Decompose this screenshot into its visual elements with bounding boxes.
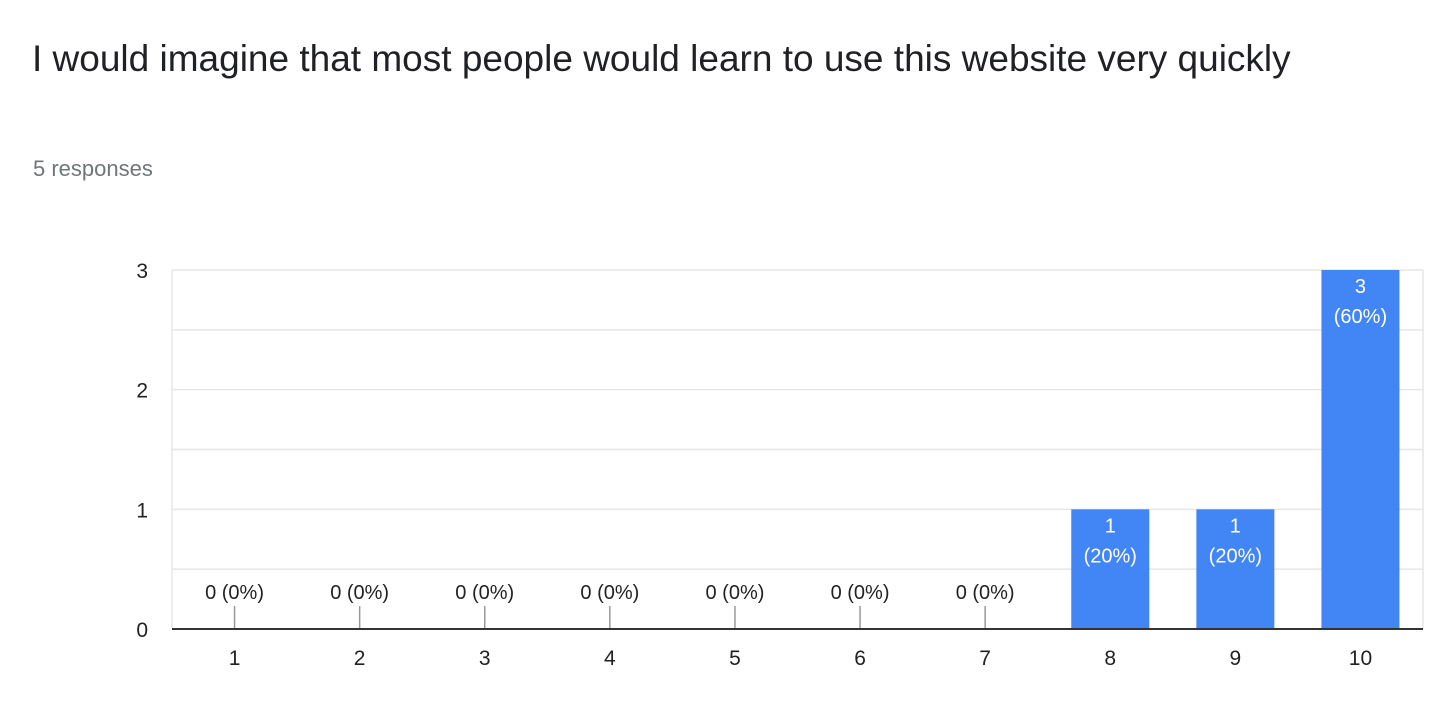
x-tick-label: 1	[229, 647, 241, 670]
x-tick-label: 10	[1349, 647, 1372, 670]
x-tick-label: 8	[1104, 647, 1116, 670]
data-labels: 0 (0%) 0 (0%) 0 (0%) 0 (0%) 0 (0%) 0 (0%) 0 (0…	[205, 276, 1387, 604]
question-title: I would imagine that most people would l…	[32, 38, 1291, 79]
x-tick-label: 3	[479, 647, 491, 670]
response-count: 5 responses	[33, 156, 153, 181]
bar-data-label: 0 (0%)	[705, 582, 764, 604]
bar-data-label: 0 (0%)	[956, 582, 1015, 604]
bar-data-label: 1	[1230, 515, 1241, 537]
y-tick-label: 1	[136, 499, 148, 522]
gridlines	[171, 269, 1424, 629]
x-tick-label: 7	[979, 647, 991, 670]
bar-data-label: (20%)	[1209, 545, 1262, 567]
bar-data-label: (60%)	[1334, 306, 1387, 328]
x-tick-label: 4	[604, 647, 616, 670]
bar-data-label: (20%)	[1084, 545, 1137, 567]
bar-data-label: 1	[1105, 515, 1116, 537]
x-tick-label: 2	[354, 647, 366, 670]
x-tick-label: 5	[729, 647, 741, 670]
bar	[1071, 509, 1150, 629]
bars	[1071, 270, 1400, 629]
bar	[1321, 270, 1400, 629]
y-tick-label: 2	[136, 380, 148, 403]
axes: 0 1 2 3 1 2 3 4 5 6 7 8 9 10	[136, 260, 1423, 670]
bar	[1196, 509, 1275, 629]
x-tick-label: 9	[1230, 647, 1242, 670]
y-tick-label: 0	[136, 619, 148, 642]
y-tick-label: 3	[136, 260, 148, 283]
bar-data-label: 0 (0%)	[205, 582, 264, 604]
bar-data-label: 0 (0%)	[455, 582, 514, 604]
x-tick-label: 6	[854, 647, 866, 670]
bar-data-label: 3	[1355, 276, 1366, 298]
bar-data-label: 0 (0%)	[330, 582, 389, 604]
bar-data-label: 0 (0%)	[831, 582, 890, 604]
bar-data-label: 0 (0%)	[580, 582, 639, 604]
